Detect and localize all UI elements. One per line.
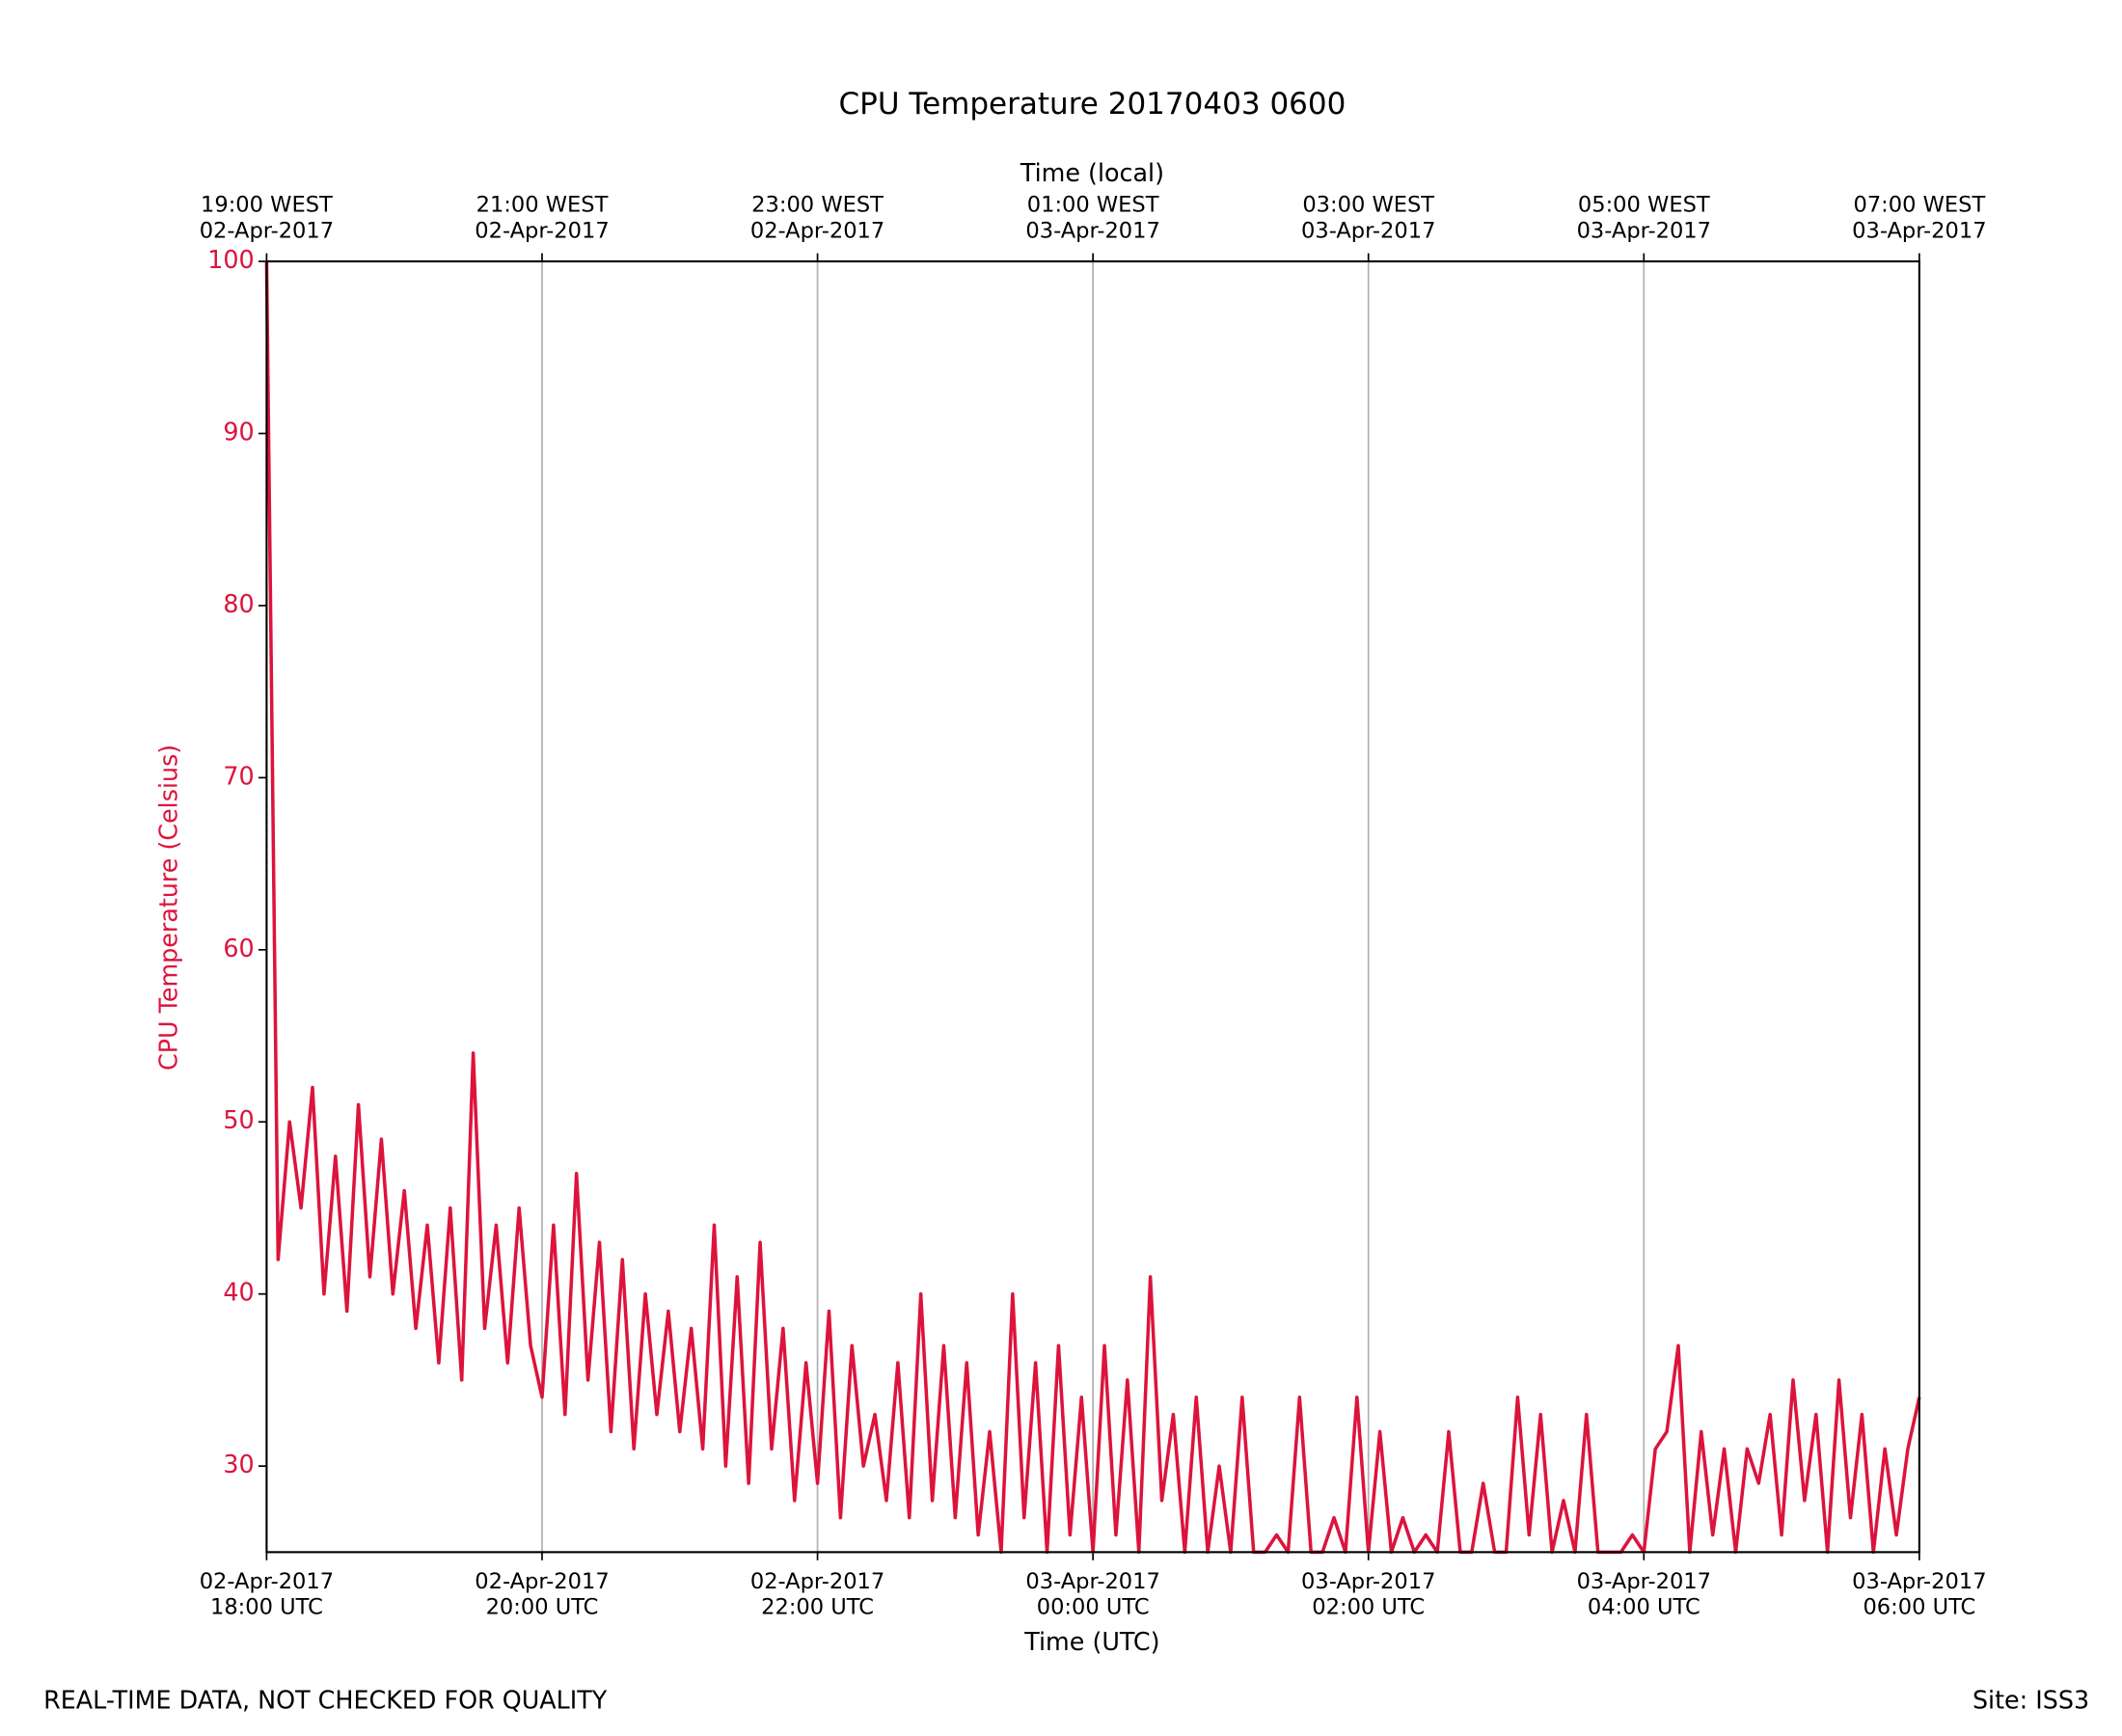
x-tick-label: 03-Apr-2017 bbox=[1025, 1569, 1159, 1594]
x2-tick-label: 21:00 WEST bbox=[476, 193, 609, 218]
x-tick-label: 04:00 UTC bbox=[1588, 1595, 1700, 1620]
x2-tick-label: 19:00 WEST bbox=[201, 193, 333, 218]
x2-tick-label: 07:00 WEST bbox=[1853, 193, 1985, 218]
x-tick-label: 20:00 UTC bbox=[486, 1595, 599, 1620]
x2-tick-label: 03-Apr-2017 bbox=[1025, 219, 1159, 244]
y-tick-label: 60 bbox=[223, 934, 254, 963]
plot-frame bbox=[265, 259, 1920, 1554]
x-tick-label: 02-Apr-2017 bbox=[475, 1569, 609, 1594]
x-tick-label: 02-Apr-2017 bbox=[750, 1569, 884, 1594]
chart-title: CPU Temperature 20170403 0600 bbox=[838, 87, 1346, 122]
y-tick-label: 90 bbox=[223, 417, 254, 446]
x-tick-label: 06:00 UTC bbox=[1863, 1595, 1975, 1620]
x2-tick-label: 02-Apr-2017 bbox=[200, 219, 334, 244]
y-tick-label: 80 bbox=[223, 589, 254, 618]
x-tick-label: 03-Apr-2017 bbox=[1852, 1569, 1986, 1594]
x2-tick-label: 03:00 WEST bbox=[1302, 193, 1434, 218]
y-tick-label: 70 bbox=[223, 761, 254, 790]
x2-tick-label: 02-Apr-2017 bbox=[750, 219, 884, 244]
x-tick-label: 22:00 UTC bbox=[761, 1595, 874, 1620]
x-tick-label: 03-Apr-2017 bbox=[1301, 1569, 1435, 1594]
y-tick-label: 50 bbox=[223, 1105, 254, 1134]
x2-axis-label: Time (local) bbox=[1020, 158, 1164, 187]
x2-tick-label: 03-Apr-2017 bbox=[1301, 219, 1435, 244]
x2-tick-label: 23:00 WEST bbox=[751, 193, 884, 218]
y-tick-label: 100 bbox=[207, 245, 254, 274]
x-tick-label: 18:00 UTC bbox=[210, 1595, 323, 1620]
x2-tick-label: 03-Apr-2017 bbox=[1852, 219, 1986, 244]
y-tick-label: 40 bbox=[223, 1278, 254, 1307]
x2-tick-label: 02-Apr-2017 bbox=[475, 219, 609, 244]
y-tick-label: 30 bbox=[223, 1450, 254, 1478]
x-tick-label: 00:00 UTC bbox=[1037, 1595, 1150, 1620]
x2-tick-label: 01:00 WEST bbox=[1027, 193, 1159, 218]
footer-note: REAL-TIME DATA, NOT CHECKED FOR QUALITY bbox=[43, 1685, 608, 1714]
y-axis-label: CPU Temperature (Celsius) bbox=[153, 745, 182, 1071]
site-label: Site: ISS3 bbox=[1972, 1685, 2089, 1714]
x2-tick-label: 03-Apr-2017 bbox=[1577, 219, 1711, 244]
x2-tick-label: 05:00 WEST bbox=[1578, 193, 1710, 218]
x-tick-label: 02:00 UTC bbox=[1312, 1595, 1425, 1620]
x-axis-label: Time (UTC) bbox=[1023, 1627, 1159, 1656]
x-tick-label: 03-Apr-2017 bbox=[1577, 1569, 1711, 1594]
x-tick-label: 02-Apr-2017 bbox=[200, 1569, 334, 1594]
